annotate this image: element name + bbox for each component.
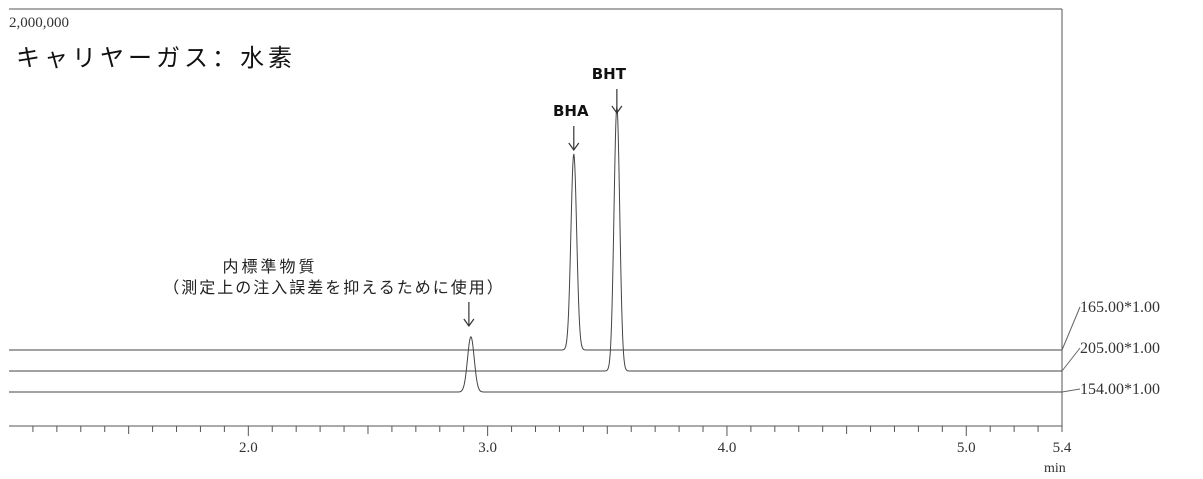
annotation-bha: BHA — [553, 102, 589, 120]
x-axis-label: min — [1044, 461, 1066, 476]
annotation-arrowhead — [568, 142, 580, 152]
x-tick-label: 4.0 — [718, 440, 737, 456]
legend-entry: 165.00*1.00 — [1080, 299, 1160, 316]
x-tick-labels: 2.0 3.0 4.0 5.0 5.4 — [239, 440, 1072, 456]
annotation-internal-standard-line1: 内標準物質 — [222, 257, 317, 276]
x-tick-label: 5.4 — [1053, 440, 1072, 456]
y-max-label: 2,000,000 — [9, 15, 69, 31]
annotation-internal-standard-line2: （測定上の注入誤差を抑えるために使用） — [163, 278, 505, 297]
annotations: BHA BHT 内標準物質 （測定上の注入誤差を抑えるために使用） — [163, 65, 627, 328]
legend-leader — [1061, 306, 1081, 351]
chart-title: キャリヤーガス：水素 — [16, 44, 296, 72]
legend-entry: 205.00*1.00 — [1080, 340, 1160, 357]
x-tick-label: 5.0 — [957, 440, 976, 456]
trace-154.00*1.00 — [9, 336, 1062, 393]
annotation-arrowhead — [463, 318, 475, 328]
legend-leader — [1061, 347, 1081, 372]
annotation-arrowhead — [611, 105, 623, 115]
trace-205.00*1.00 — [9, 106, 1062, 372]
legend: 165.00*1.00 205.00*1.00 154.00*1.00 — [1061, 299, 1160, 398]
x-tick-label: 3.0 — [478, 440, 497, 456]
trace-165.00*1.00 — [9, 153, 1062, 351]
x-tick-label: 2.0 — [239, 440, 258, 456]
legend-entry: 154.00*1.00 — [1080, 381, 1160, 398]
x-ticks — [32, 426, 1063, 436]
traces — [9, 106, 1062, 393]
legend-leader — [1061, 388, 1081, 393]
annotation-bht: BHT — [592, 65, 627, 83]
